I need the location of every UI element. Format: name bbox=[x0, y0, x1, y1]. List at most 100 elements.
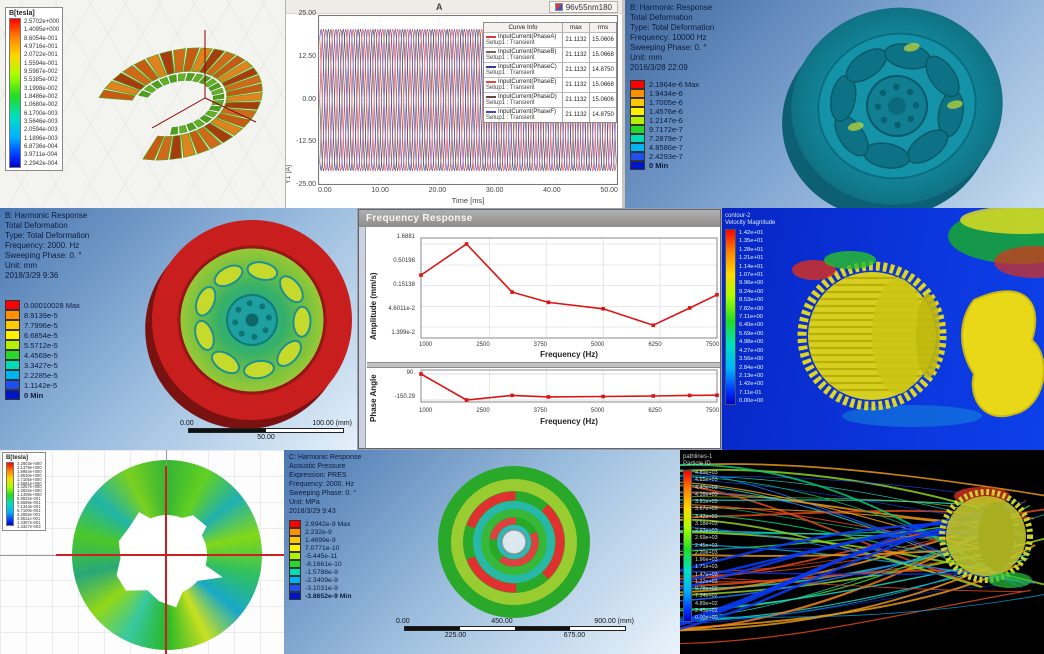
legend-title: pathlines-1 bbox=[683, 454, 713, 460]
legend-color-chip bbox=[289, 544, 301, 552]
legend-value: 1.8486e-002 bbox=[24, 93, 58, 100]
x-axis-ticks: 0.00 10.00 20.00 30.00 40.00 50.00 bbox=[318, 187, 618, 194]
table-row: InputCurrent(PhaseE) Setup1 : Transient … bbox=[484, 77, 616, 92]
x-tick: 3750 bbox=[533, 408, 548, 414]
legend-value: -1.5788e-9 bbox=[305, 568, 338, 576]
y-axis-label: Y1 [A] bbox=[285, 164, 292, 184]
legend-value: 2.20e+03 bbox=[695, 549, 718, 556]
legend-color-chip bbox=[289, 536, 301, 544]
legend-value: 2.0594e-003 bbox=[24, 127, 58, 134]
result-info-line: Frequency: 10000 Hz bbox=[630, 33, 707, 42]
curve-max: 21.1132 bbox=[562, 48, 589, 62]
x-tick: 20.00 bbox=[428, 187, 447, 194]
legend-value: 7.1344e-001 bbox=[17, 503, 41, 509]
col-curve-info: Curve Info bbox=[508, 24, 538, 31]
legend-value: 3.3427e-5 bbox=[24, 360, 58, 370]
y-tick: 0.50198 bbox=[393, 258, 415, 264]
curve-name: InputCurrent(PhaseF) bbox=[498, 109, 557, 115]
legend-value: 4.4569e-5 bbox=[24, 350, 58, 360]
table-body: InputCurrent(PhaseA) Setup1 : Transient … bbox=[484, 32, 616, 122]
legend-color-chip bbox=[289, 592, 301, 600]
legend-value: 5.5712e-5 bbox=[24, 340, 58, 350]
legend-value: 2.13e+00 bbox=[739, 372, 764, 379]
legend-value: 6.1700e-003 bbox=[24, 110, 58, 117]
legend-value: 9.7172e-7 bbox=[649, 125, 683, 134]
frequency-response-window: Frequency Response Amplitude (mm/s) 1.68… bbox=[357, 208, 722, 450]
plot-title: A bbox=[436, 2, 443, 12]
crosshair-vertical bbox=[165, 466, 167, 654]
legend-row: -3.8652e-9 Min bbox=[289, 592, 351, 600]
legend-value: 2.45e+02 bbox=[695, 607, 718, 614]
scale-q3: 675.00 bbox=[563, 632, 586, 639]
legend-row: -8.1661e-10 bbox=[289, 560, 351, 568]
result-info-line: Frequency: 2000. Hz bbox=[5, 241, 80, 250]
result-info-line: Sweeping Phase: 0. ° bbox=[5, 251, 82, 260]
stator-model bbox=[98, 30, 263, 161]
legend-row: 8.9139e-5 bbox=[5, 310, 80, 320]
table-header: Curve Info max rms bbox=[484, 23, 616, 32]
scale-max: 900.00 (mm) bbox=[594, 618, 634, 625]
legend-value: 1.42e+01 bbox=[739, 230, 764, 236]
window-titlebar[interactable]: Frequency Response bbox=[359, 210, 720, 227]
cfd-pathlines-viewport[interactable]: pathlines-1 Particle ID 4.89e+03 4.65e+03… bbox=[680, 450, 1044, 654]
x-tick: 30.00 bbox=[485, 187, 504, 194]
ansys-viewport-harmonic-10000hz[interactable]: B: Harmonic Response Total Deformation Typ… bbox=[625, 0, 1044, 208]
legend-value: 1.4257e+000 bbox=[17, 484, 42, 490]
legend-title: B[tesla] bbox=[9, 10, 35, 17]
legend-value: 0 Min bbox=[649, 161, 669, 170]
legend-color-chip bbox=[630, 98, 645, 107]
legend-row: 0 Min bbox=[5, 390, 80, 400]
legend-color-chip bbox=[289, 576, 301, 584]
legend-value: 4.40e+03 bbox=[695, 484, 718, 491]
legend-value: 1.14e+01 bbox=[739, 263, 764, 270]
legend-value: -3.1031e-9 bbox=[305, 584, 338, 592]
legend-values: 1.42e+01 1.35e+01 1.28e+01 1.21e+01 1.14e+01… bbox=[739, 229, 763, 406]
legend-value: 1.4576e-6 bbox=[649, 107, 683, 116]
legend-value: 1.1142e-5 bbox=[24, 380, 58, 390]
legend-value: 8.9139e-5 bbox=[24, 310, 58, 320]
legend-value: 4.27e+00 bbox=[739, 347, 764, 354]
amplitude-chart[interactable] bbox=[419, 236, 719, 340]
plot-tab[interactable]: 96v55nm180 bbox=[548, 1, 618, 13]
color-scale-bar bbox=[6, 462, 14, 526]
result-info-block: C: Harmonic Response Acoustic Pressure Exp… bbox=[289, 453, 361, 516]
scale-mid: 450.00 bbox=[491, 618, 513, 625]
ansys-viewport-harmonic-2000hz[interactable]: B: Harmonic Response Total Deformation Typ… bbox=[0, 208, 357, 450]
legend-value: 3.56e+00 bbox=[739, 356, 764, 363]
particle-id-legend: pathlines-1 Particle ID 4.89e+03 4.65e+03… bbox=[683, 454, 718, 622]
scale-mid: 50.00 bbox=[257, 434, 275, 441]
amplitude-x-ticks: 1000 2500 3750 5000 6250 7500 bbox=[419, 342, 719, 348]
curve-color-swatch bbox=[486, 96, 496, 98]
legend-value: 1.4367e-001 bbox=[17, 519, 41, 525]
legend-row: 0.00010028 Max bbox=[5, 300, 80, 310]
scale-bar: 0.00 450.00 900.00 (mm) 225.00 675.00 bbox=[396, 618, 634, 639]
result-info-line: Type: Total Deformation bbox=[5, 231, 90, 240]
curve-setup: Setup1 : Transient bbox=[486, 55, 535, 61]
legend-value: 6.6854e-5 bbox=[24, 330, 58, 340]
legend-values: 4.89e+03 4.65e+03 4.40e+03 4.16e+03 3.91e+03… bbox=[695, 470, 718, 622]
scale-bar: 0.00 100.00 (mm) 50.00 bbox=[180, 420, 352, 441]
cfd-contour-viewport[interactable]: contour-2 Velocity Magnitude 1.42e+01 1.3… bbox=[722, 208, 1044, 450]
phase-chart[interactable] bbox=[419, 368, 719, 406]
ansys-viewport-acoustic[interactable]: C: Harmonic Response Acoustic Pressure Exp… bbox=[284, 450, 680, 654]
deformation-legend: 2.1864e-6 Max 1.9434e-6 1.7005e-6 1.4576… bbox=[630, 80, 699, 170]
legend-row: 2.232e-9 bbox=[289, 528, 351, 536]
maxwell-3d-viewport[interactable]: B[tesla] 2.5702e+000 1.4095e+000 8.6054e-0… bbox=[0, 0, 285, 208]
plot-window-header[interactable]: 96v55nm180 bbox=[286, 0, 622, 14]
x-tick: 5000 bbox=[590, 408, 605, 414]
legend-value: 2.232e-9 bbox=[305, 528, 332, 536]
x-tick: 10.00 bbox=[371, 187, 389, 194]
field-legend: B[tesla] 2.2803e+000 2.1379e+000 1.9954e+0… bbox=[2, 452, 46, 532]
legend-color-chip bbox=[630, 152, 645, 161]
legend-values: 2.2803e+000 2.1379e+000 1.9954e+000 1.8530e… bbox=[17, 461, 42, 528]
maxwell-2d-viewport[interactable]: B[tesla] 2.2803e+000 2.1379e+000 1.9954e+0… bbox=[0, 450, 284, 654]
deformation-legend: 0.00010028 Max 8.9139e-5 7.7996e-5 6.685… bbox=[5, 300, 80, 400]
curve-setup: Setup1 : Transient bbox=[486, 40, 535, 46]
result-info-line: Total Deformation bbox=[5, 221, 68, 230]
legend-value: 2.4293e-7 bbox=[649, 152, 683, 161]
result-info-line: C: Harmonic Response bbox=[289, 454, 362, 461]
window-splitter[interactable] bbox=[367, 362, 720, 368]
crosshair-horizontal bbox=[56, 554, 284, 556]
legend-value: 2.0722e-001 bbox=[24, 52, 58, 59]
curve-color-swatch bbox=[486, 111, 496, 113]
